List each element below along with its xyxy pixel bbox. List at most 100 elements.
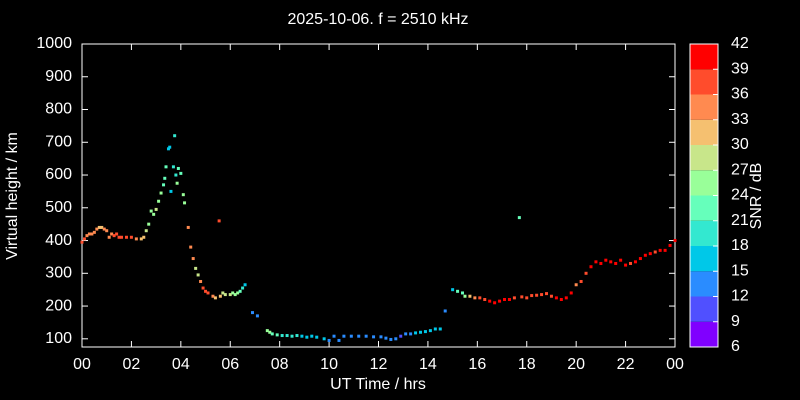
x-axis-label: UT Time / hrs bbox=[330, 376, 426, 393]
data-point bbox=[164, 165, 168, 169]
data-point bbox=[97, 225, 101, 229]
colorbar-tick-label: 33 bbox=[731, 111, 749, 128]
x-tick-label: 22 bbox=[617, 356, 635, 373]
data-point bbox=[199, 279, 203, 283]
data-point bbox=[144, 229, 148, 233]
data-point bbox=[300, 334, 304, 338]
data-point bbox=[120, 235, 124, 239]
colorbar-tick-label: 21 bbox=[731, 212, 749, 229]
data-point bbox=[157, 199, 161, 203]
data-point bbox=[139, 237, 143, 241]
data-point bbox=[315, 335, 319, 339]
data-point bbox=[233, 293, 237, 297]
x-tick-label: 00 bbox=[666, 356, 684, 373]
y-tick-label: 600 bbox=[45, 166, 72, 183]
y-axis-label: Virtual height / km bbox=[4, 132, 21, 260]
x-tick-label: 06 bbox=[221, 356, 239, 373]
colorbar-tick-label: 27 bbox=[731, 161, 749, 178]
colorbar-band bbox=[690, 246, 718, 272]
data-point bbox=[236, 291, 240, 295]
data-point bbox=[545, 292, 549, 296]
y-tick-label: 700 bbox=[45, 133, 72, 150]
data-point bbox=[554, 296, 558, 300]
data-point bbox=[100, 225, 104, 229]
data-point bbox=[265, 329, 269, 333]
colorbar-tick-label: 36 bbox=[731, 86, 749, 103]
data-point bbox=[250, 311, 254, 315]
data-point bbox=[268, 330, 272, 334]
data-point bbox=[147, 222, 151, 226]
y-tick-label: 200 bbox=[45, 297, 72, 314]
data-point bbox=[648, 252, 652, 256]
colorbar-band bbox=[690, 271, 718, 297]
data-point bbox=[673, 239, 677, 243]
data-point bbox=[584, 271, 588, 275]
colorbar-tick-label: 6 bbox=[731, 338, 740, 355]
data-point bbox=[191, 257, 195, 261]
data-point bbox=[142, 235, 146, 239]
data-point bbox=[443, 309, 447, 313]
y-tick-label: 300 bbox=[45, 265, 72, 282]
data-point bbox=[152, 212, 156, 216]
colorbar-tick-label: 18 bbox=[731, 237, 749, 254]
data-point bbox=[218, 294, 222, 298]
data-point bbox=[433, 327, 437, 331]
data-point bbox=[428, 329, 432, 333]
data-point bbox=[643, 253, 647, 257]
data-point bbox=[275, 333, 279, 337]
data-point bbox=[270, 332, 274, 336]
data-point bbox=[423, 330, 427, 334]
data-point bbox=[238, 289, 242, 293]
data-point bbox=[525, 296, 529, 300]
x-tick-label: 00 bbox=[73, 356, 91, 373]
data-point bbox=[196, 273, 200, 277]
colorbar-band bbox=[690, 170, 718, 196]
data-point bbox=[181, 193, 185, 197]
data-point bbox=[179, 171, 183, 175]
data-point bbox=[295, 334, 299, 338]
colorbar-tick-label: 30 bbox=[731, 136, 749, 153]
data-point bbox=[549, 294, 553, 298]
data-point bbox=[409, 332, 413, 336]
data-point bbox=[663, 248, 667, 252]
colorbar-band bbox=[690, 44, 718, 70]
data-point bbox=[92, 230, 96, 234]
data-point bbox=[189, 245, 193, 249]
colorbar-tick-label: 12 bbox=[731, 288, 749, 305]
x-tick-label: 20 bbox=[567, 356, 585, 373]
data-point bbox=[629, 261, 633, 265]
data-point bbox=[168, 145, 172, 149]
data-point bbox=[668, 243, 672, 247]
data-point bbox=[507, 298, 511, 302]
data-point bbox=[129, 235, 133, 239]
data-point bbox=[163, 176, 167, 180]
colorbar-tick-label: 39 bbox=[731, 60, 749, 77]
x-tick-label: 18 bbox=[518, 356, 536, 373]
data-point bbox=[404, 332, 408, 336]
data-point bbox=[87, 232, 91, 236]
colorbar-band bbox=[690, 220, 718, 246]
data-point bbox=[149, 209, 153, 213]
data-point bbox=[337, 338, 341, 342]
data-point bbox=[633, 260, 637, 264]
x-tick-label: 14 bbox=[419, 356, 437, 373]
data-point bbox=[322, 337, 326, 341]
data-point bbox=[171, 165, 175, 169]
data-point bbox=[280, 334, 284, 338]
x-tick-label: 08 bbox=[271, 356, 289, 373]
data-point bbox=[530, 294, 534, 298]
colorbar-band bbox=[690, 296, 718, 322]
data-point bbox=[619, 258, 623, 262]
data-point bbox=[183, 201, 187, 205]
data-point bbox=[569, 291, 573, 295]
data-point bbox=[90, 232, 94, 236]
data-point bbox=[609, 260, 613, 264]
data-point bbox=[231, 291, 235, 295]
x-tick-label: 04 bbox=[172, 356, 190, 373]
data-point bbox=[535, 293, 539, 297]
data-point bbox=[520, 295, 524, 299]
data-point bbox=[364, 334, 368, 338]
data-point bbox=[342, 334, 346, 338]
data-point bbox=[332, 334, 336, 338]
